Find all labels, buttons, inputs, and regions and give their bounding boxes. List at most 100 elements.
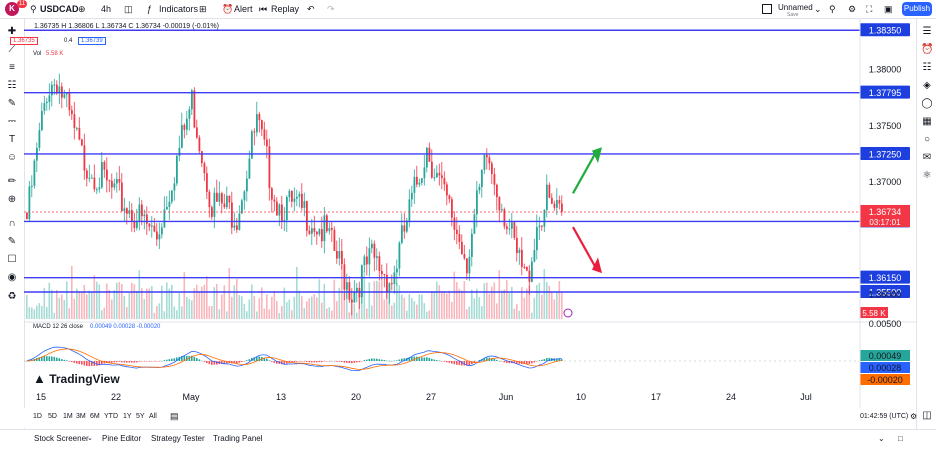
candle-body [443, 177, 446, 185]
trading-panel-tab[interactable]: Trading Panel [213, 434, 263, 443]
watchlist-icon[interactable]: ☰ [922, 26, 932, 37]
alert-button[interactable]: Alert [234, 4, 253, 14]
help-icon[interactable]: ◫ [922, 410, 932, 421]
trash-icon[interactable]: ♻ [7, 291, 17, 302]
publish-button[interactable]: Publish [902, 2, 932, 16]
add-symbol-icon[interactable]: ⊕ [78, 4, 86, 14]
volume-bar [336, 301, 338, 319]
calendar-icon[interactable]: ▦ [922, 116, 932, 127]
macd-histogram-bar [131, 361, 133, 363]
candle-body [256, 114, 258, 133]
lock-drawings-icon[interactable]: ✎ [7, 236, 17, 247]
settings-icon[interactable]: ⚙ [848, 4, 857, 14]
strategy-tester-tab[interactable]: Strategy Tester [151, 434, 205, 443]
chart-settings-icon[interactable]: ⚙ [910, 412, 918, 421]
user-avatar[interactable]: K [5, 2, 19, 16]
macd-histogram-bar [423, 357, 426, 361]
volume-bar [146, 288, 148, 319]
indicators-button[interactable]: Indicators [159, 4, 199, 14]
symbol-search-button[interactable]: USDCAD [40, 4, 79, 14]
macd-histogram-bar [271, 361, 273, 362]
notifications-icon[interactable]: ⚛ [922, 170, 932, 181]
candle-body [303, 201, 306, 208]
range-button[interactable]: 1D [33, 413, 42, 420]
candle-body [463, 254, 466, 259]
bearish-arrow-shaft [572, 226, 596, 267]
fib-retracement-icon[interactable]: ≡ [9, 62, 15, 73]
lock-icon[interactable]: ☐ [7, 254, 17, 265]
macd-histogram-bar [313, 361, 316, 363]
indicators-icon[interactable]: ƒ [147, 4, 153, 14]
layers-icon[interactable]: ◈ [923, 80, 931, 91]
alerts-panel-icon[interactable]: ⏰ [921, 44, 934, 55]
pine-editor-tab[interactable]: Pine Editor [102, 434, 142, 443]
pitchfork-icon[interactable]: ☷ [7, 80, 17, 91]
collapse-panel-icon[interactable]: ⌄ [878, 434, 885, 443]
ideas-icon[interactable]: ○ [923, 134, 931, 145]
volume-bar [81, 291, 83, 319]
replay-button[interactable]: Replay [271, 4, 300, 14]
maximize-panel-icon[interactable]: □ [898, 434, 903, 443]
stock-screener-dropdown-icon[interactable]: ⌄ [87, 435, 93, 442]
layout-dropdown-icon[interactable]: ⌄ [814, 4, 822, 14]
bottom-panel-bar: Stock Screener ⌄ Pine Editor Strategy Te… [0, 429, 936, 449]
candle-body [33, 160, 36, 186]
price-chart[interactable]: 1.383501.377951.372501.366501.361501.355… [24, 19, 916, 408]
measure-icon[interactable]: ⎓ [8, 116, 16, 127]
layout-checkbox-icon[interactable] [762, 4, 772, 14]
magnet-icon[interactable]: ∩ [8, 218, 16, 229]
redo-icon[interactable]: ↷ [327, 4, 335, 14]
range-button[interactable]: 1Y [123, 413, 132, 420]
ask-price-box[interactable]: 1.36739 [78, 37, 106, 45]
candle-body [66, 93, 68, 95]
range-button[interactable]: 5D [48, 413, 57, 420]
volume-bar [436, 281, 438, 319]
alert-icon[interactable]: ⏰ [222, 4, 234, 14]
range-button[interactable]: 3M [76, 413, 86, 420]
search-icon[interactable]: ⚲ [30, 4, 37, 14]
replay-icon[interactable]: ⏮ [259, 4, 268, 14]
hotlist-icon[interactable]: ◯ [921, 98, 933, 109]
range-button[interactable]: All [149, 413, 157, 420]
macd-histogram-bar [323, 361, 326, 362]
fullscreen-icon[interactable]: ⛶ [866, 4, 873, 14]
candle-body [413, 176, 416, 193]
range-button[interactable]: 6M [90, 413, 100, 420]
macd-histogram-bar [388, 360, 391, 362]
date-range-icon[interactable]: ▤ [170, 411, 179, 421]
utc-clock[interactable]: 01:42:59 (UTC) [860, 413, 909, 420]
ruler-icon[interactable]: ✏ [7, 176, 17, 187]
brush-icon[interactable]: ✎ [7, 98, 17, 109]
range-button[interactable]: YTD [104, 413, 118, 420]
macd-histogram-bar [421, 357, 423, 361]
crosshair-icon[interactable]: ✚ [7, 26, 17, 37]
stock-screener-tab[interactable]: Stock Screener [34, 434, 89, 443]
chart-type-icon[interactable]: ◫ [124, 4, 133, 14]
volume-bar [48, 282, 51, 319]
range-button[interactable]: 5Y [136, 413, 145, 420]
zoom-in-icon[interactable]: ⊕ [7, 194, 17, 205]
candle-body [276, 201, 278, 216]
chat-icon[interactable]: ✉ [922, 152, 932, 163]
trend-line-icon[interactable]: ⟋ [8, 44, 16, 55]
templates-icon[interactable]: ⊞ [199, 4, 207, 14]
data-window-icon[interactable]: ☷ [922, 62, 932, 73]
quick-search-icon[interactable]: ⚲ [829, 4, 836, 14]
bid-price-box[interactable]: 1.36735 [10, 37, 38, 45]
undo-icon[interactable]: ↶ [307, 4, 315, 14]
volume-bar [266, 294, 268, 319]
macd-histogram-bar [241, 361, 243, 362]
candle-body [233, 225, 236, 228]
candle-body [131, 210, 133, 222]
macd-histogram-bar [561, 359, 563, 361]
range-button[interactable]: 1M [63, 413, 73, 420]
layout-name[interactable]: Unnamed [778, 3, 813, 12]
interval-button[interactable]: 4h [101, 4, 112, 14]
volume-bar [533, 297, 536, 319]
macd-histogram-bar [253, 357, 256, 361]
eye-icon[interactable]: ◉ [7, 272, 17, 283]
camera-icon[interactable]: ▣ [884, 4, 893, 14]
text-tool-icon[interactable]: T [8, 134, 16, 145]
emoji-icon[interactable]: ☺ [6, 152, 18, 163]
macd-histogram-bar [301, 361, 303, 362]
